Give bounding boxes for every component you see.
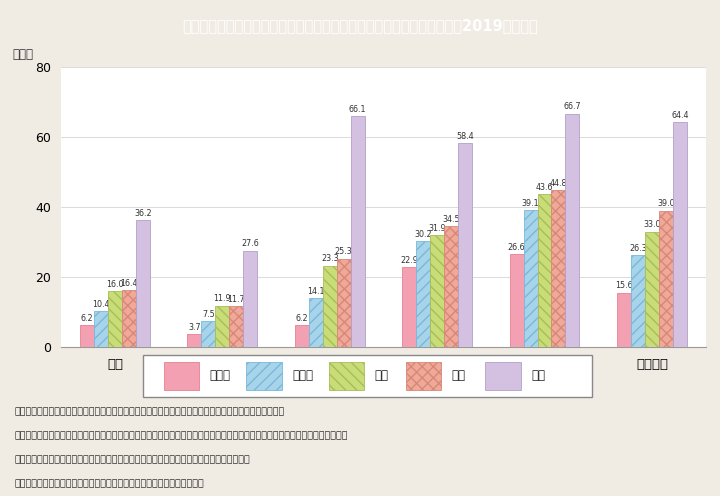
- Text: 31.9: 31.9: [428, 224, 446, 233]
- Text: 究拠点，附属病院，本部（学長・副学長及び学部等に所属していない教員）。: 究拠点，附属病院，本部（学長・副学長及び学部等に所属していない教員）。: [14, 455, 250, 464]
- Bar: [351, 116, 364, 347]
- Bar: [645, 232, 659, 347]
- Bar: [246, 362, 282, 390]
- Bar: [215, 306, 229, 347]
- Bar: [143, 356, 592, 397]
- Text: 34.5: 34.5: [442, 215, 460, 224]
- Bar: [673, 122, 687, 347]
- Bar: [617, 293, 631, 347]
- Text: 58.4: 58.4: [456, 131, 474, 140]
- Text: （備考）１．文部科学省「学校教員統計」（令和元年度）の調査票をもとに内镰府男女共同参画局作成。: （備考）１．文部科学省「学校教員統計」（令和元年度）の調査票をもとに内镰府男女共…: [14, 407, 284, 416]
- Bar: [323, 265, 337, 347]
- Bar: [402, 267, 416, 347]
- Bar: [94, 311, 108, 347]
- Bar: [108, 291, 122, 347]
- Text: 講師: 講師: [375, 369, 389, 382]
- Text: 准教授: 准教授: [292, 369, 313, 382]
- Text: 66.1: 66.1: [349, 105, 366, 114]
- Bar: [163, 362, 199, 390]
- Text: 助手: 助手: [531, 369, 545, 382]
- Bar: [136, 220, 150, 347]
- Text: 36.2: 36.2: [134, 209, 152, 218]
- Bar: [552, 190, 565, 347]
- Text: 66.7: 66.7: [564, 103, 581, 112]
- Bar: [80, 325, 94, 347]
- Text: （％）: （％）: [13, 48, 34, 62]
- Text: 助教: 助教: [451, 369, 466, 382]
- Text: 16.0: 16.0: [106, 280, 124, 289]
- Text: 16.4: 16.4: [120, 279, 138, 288]
- Bar: [565, 114, 580, 347]
- Bar: [659, 211, 673, 347]
- Bar: [243, 250, 257, 347]
- Text: 教授等: 教授等: [210, 369, 230, 382]
- Bar: [416, 242, 430, 347]
- Bar: [294, 325, 309, 347]
- Text: 26.3: 26.3: [629, 244, 647, 253]
- Bar: [523, 210, 538, 347]
- Bar: [337, 258, 351, 347]
- Text: 10.4: 10.4: [92, 300, 109, 309]
- Bar: [631, 255, 645, 347]
- Text: 7.5: 7.5: [202, 310, 215, 319]
- Text: 30.2: 30.2: [414, 230, 432, 239]
- Text: 25.3: 25.3: [335, 248, 353, 256]
- Bar: [458, 143, 472, 347]
- Text: 33.0: 33.0: [643, 221, 661, 230]
- Text: 23.3: 23.3: [321, 254, 338, 263]
- Text: 6.2: 6.2: [295, 314, 308, 323]
- Text: 26.6: 26.6: [508, 243, 526, 252]
- Text: 44.8: 44.8: [549, 179, 567, 188]
- Text: 43.6: 43.6: [536, 184, 553, 192]
- Text: ３．「教授等」は，「学長」，「副学長」及び「教授」の合計。: ３．「教授等」は，「学長」，「副学長」及び「教授」の合計。: [14, 480, 204, 489]
- Text: 6.2: 6.2: [81, 314, 94, 323]
- Text: Ｉ－５－５図　大学等における専門分野別教員の女性の割合（令和元（2019）年度）: Ｉ－５－５図 大学等における専門分野別教員の女性の割合（令和元（2019）年度）: [182, 18, 538, 34]
- Text: 27.6: 27.6: [241, 240, 259, 248]
- Bar: [229, 306, 243, 347]
- Bar: [329, 362, 364, 390]
- Bar: [538, 194, 552, 347]
- Bar: [430, 236, 444, 347]
- Text: 3.7: 3.7: [188, 323, 201, 332]
- Text: 11.9: 11.9: [214, 295, 231, 304]
- Bar: [444, 226, 458, 347]
- Bar: [187, 334, 202, 347]
- Bar: [405, 362, 441, 390]
- Text: 64.4: 64.4: [671, 111, 688, 120]
- Text: 22.9: 22.9: [400, 256, 418, 265]
- Bar: [309, 298, 323, 347]
- Text: 15.6: 15.6: [615, 281, 633, 291]
- Bar: [122, 290, 136, 347]
- Text: 39.1: 39.1: [522, 199, 539, 208]
- Bar: [202, 321, 215, 347]
- Text: ２．「大学等」は，大学の学部，大学院の研究科，附置研究所（国立のみ），学内共同教育研究施設，共同利用・共同研: ２．「大学等」は，大学の学部，大学院の研究科，附置研究所（国立のみ），学内共同教…: [14, 431, 348, 440]
- Text: 39.0: 39.0: [657, 199, 675, 208]
- Bar: [510, 254, 523, 347]
- Text: 14.1: 14.1: [307, 287, 325, 296]
- Text: 11.7: 11.7: [228, 295, 245, 304]
- Bar: [485, 362, 521, 390]
